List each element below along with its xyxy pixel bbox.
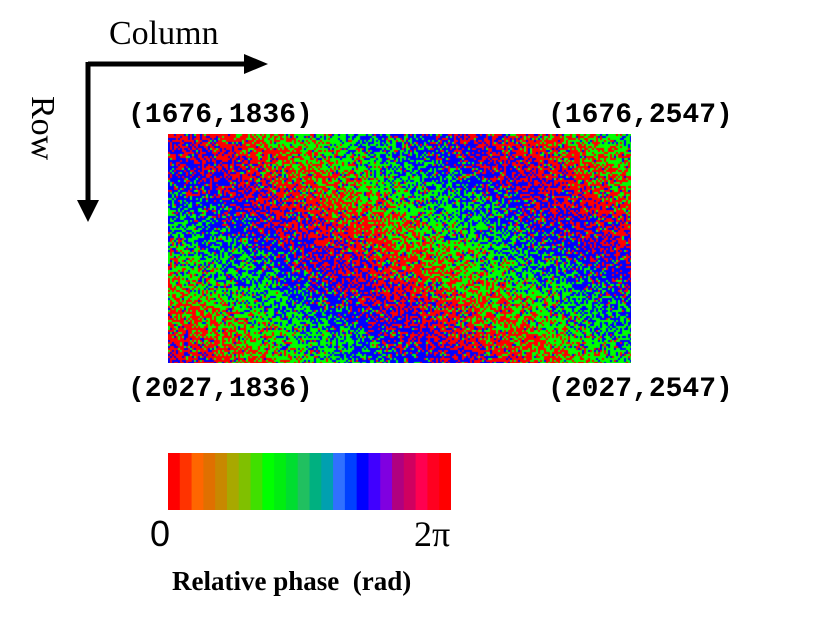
corner-top-right: (1676,2547) (548, 100, 733, 131)
colorbar-swatch (250, 453, 263, 510)
corner-bottom-right: (2027,2547) (548, 374, 733, 405)
colorbar-title: Relative phase (rad) (172, 566, 412, 596)
phase-map-image (168, 134, 631, 363)
corner-bottom-left: (2027,1836) (128, 374, 313, 405)
colorbar-swatch (356, 453, 370, 510)
colorbar-swatch (333, 453, 346, 510)
colorbar-swatch (368, 453, 381, 510)
colorbar-swatch (380, 453, 393, 510)
colorbar-swatch (427, 453, 440, 510)
colorbar-max-label: 2π (414, 514, 451, 554)
colorbar-swatch (262, 453, 275, 510)
colorbar-swatch (321, 453, 334, 510)
colorbar-swatch (415, 453, 429, 510)
colorbar-swatch (191, 453, 204, 510)
colorbar-swatch (392, 453, 405, 510)
colorbar-swatch (403, 453, 417, 510)
colorbar-swatch (226, 453, 240, 510)
column-arrow (88, 54, 268, 74)
colorbar-swatch (285, 453, 299, 510)
colorbar-swatch (297, 453, 311, 510)
colorbar-swatch (215, 453, 228, 510)
row-axis-label: Row (24, 96, 61, 161)
phase-colorbar (168, 453, 451, 510)
colorbar-swatch (274, 453, 287, 510)
colorbar-swatch (238, 453, 252, 510)
colorbar-swatch (344, 453, 358, 510)
colorbar-min-label: 0 (150, 513, 171, 554)
colorbar-swatch (203, 453, 216, 510)
row-arrow (77, 62, 99, 222)
colorbar-swatch (168, 453, 181, 510)
column-axis-label: Column (109, 15, 219, 52)
corner-top-left: (1676,1836) (128, 100, 313, 131)
colorbar-swatch (439, 453, 451, 510)
colorbar-swatch (309, 453, 322, 510)
colorbar-swatch (179, 453, 193, 510)
